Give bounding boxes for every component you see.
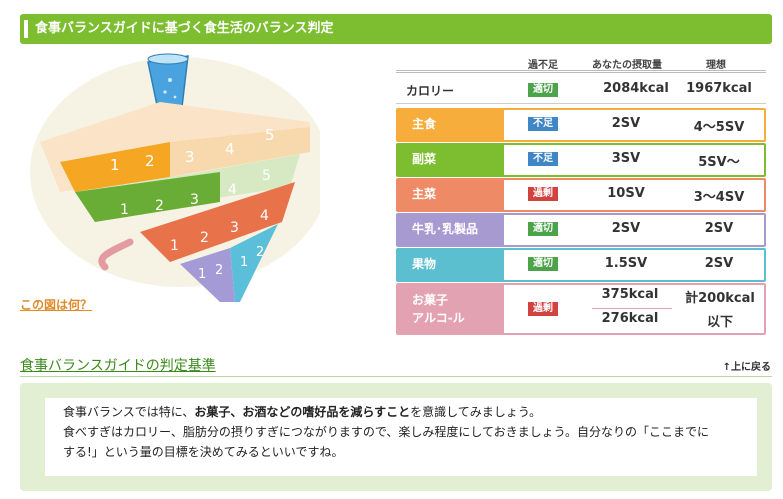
row-label: お菓子 アルコ-ル: [396, 283, 504, 335]
tier-protein: 1 2 3 4: [140, 182, 295, 262]
header-accent: [24, 20, 28, 38]
tier-vegetables-num: 3: [190, 192, 199, 208]
snack-divider: [592, 308, 672, 309]
calorie-row: カロリー 適切 2084kcal 1967kcal: [396, 78, 766, 104]
spinning-top-svg: 1 2 3 4 5 1 2 3 4 5 1 2 3 4 1: [30, 53, 320, 302]
snack-label: お菓子: [412, 293, 449, 307]
col-ideal-header: 理想: [706, 60, 726, 71]
tier-protein-num: 3: [230, 220, 239, 236]
advice-line-1: 食事バランスでは特に、お菓子、お酒などの嗜好品を減らすことを意識してみましょう。: [63, 402, 739, 422]
row-vegetables: 副菜 不足 3SV 5SV～: [396, 143, 766, 177]
tier-grains-num: 3: [185, 148, 195, 166]
advice-box: 食事バランスでは特に、お菓子、お酒などの嗜好品を減らすことを意識してみましょう。…: [20, 383, 772, 491]
status-badge: 過剰: [527, 301, 559, 317]
tier-grains-num: 4: [225, 140, 235, 158]
row-grains: 主食 不足 2SV 4～5SV: [396, 108, 766, 142]
tier-dairy-num: 1: [198, 267, 206, 282]
top-string: [98, 238, 134, 271]
tier-vegetables-num: 4: [228, 182, 237, 198]
status-badge: 適切: [527, 82, 559, 98]
tier-protein-num: 1: [170, 238, 179, 254]
arrow-up-icon: ↑: [722, 362, 731, 373]
header-divider: [396, 70, 766, 73]
tier-dairy-fruit: 1 2 1 2: [180, 224, 278, 302]
status-badge: 過剰: [527, 186, 559, 202]
row-ideal: 3～4SV: [693, 190, 745, 205]
calorie-ideal: 1967kcal: [686, 81, 752, 96]
row-label: 牛乳･乳製品: [412, 222, 479, 236]
row-label: 副菜: [412, 152, 437, 166]
status-badge: 不足: [527, 151, 559, 167]
status-badge: 不足: [527, 116, 559, 132]
calorie-label: カロリー: [406, 84, 455, 98]
snack-ideal: 計200kcal: [685, 291, 755, 306]
section-header: 食事バランスガイドに基づく食生活のバランス判定: [20, 14, 772, 44]
back-to-top-label: 上に戻る: [731, 362, 771, 373]
tier-fruit-num: 1: [240, 255, 248, 270]
tier-grains-num: 2: [145, 152, 155, 170]
row-intake: 3SV: [611, 151, 641, 166]
row-fruit: 果物 適切 1.5SV 2SV: [396, 248, 766, 282]
tier-vegetables-num: 2: [155, 198, 164, 214]
criteria-link[interactable]: 食事バランスガイドの判定基準: [20, 358, 216, 374]
row-protein: 主菜 過剰 10SV 3～4SV: [396, 178, 766, 212]
row-label: 果物: [412, 257, 437, 271]
status-badge: 適切: [527, 256, 559, 272]
status-badge: 適切: [527, 221, 559, 237]
advice-text: 食事バランスでは特に、お菓子、お酒などの嗜好品を減らすことを意識してみましょう。…: [45, 398, 757, 476]
row-ideal: 2SV: [704, 221, 734, 236]
row-intake: 1.5SV: [604, 256, 648, 271]
col-intake-header: あなたの摂取量: [592, 60, 662, 71]
row-ideal: 2SV: [704, 256, 734, 271]
alcohol-label: アルコ-ル: [412, 311, 465, 325]
row-snacks-alcohol: お菓子 アルコ-ル 過剰 375kcal 276kcal 計200kcal 以下: [396, 283, 766, 335]
advice-line-1a: 食事バランスでは特に、: [63, 405, 195, 419]
col-status-header: 過不足: [528, 60, 558, 71]
row-ideal: 5SV～: [698, 155, 740, 170]
water-glass-icon: [147, 53, 189, 111]
alcohol-intake: 276kcal: [601, 311, 659, 326]
back-to-top-link[interactable]: ↑上に戻る: [723, 358, 771, 373]
advice-emphasis: お菓子、お酒などの嗜好品を減らすこと: [194, 405, 411, 419]
snack-intake: 375kcal: [601, 287, 659, 302]
calorie-intake: 2084kcal: [603, 81, 669, 96]
advice-line-3: する!」という量の目標を決めてみるといいですね。: [63, 445, 344, 459]
tier-vegetables-num: 5: [262, 168, 271, 184]
tier-vegetables-num: 1: [120, 202, 129, 218]
advice-line-1c: を意識してみましょう。: [410, 405, 542, 419]
tier-vegetables: 1 2 3 4 5: [75, 154, 300, 222]
tier-fruit-num: 2: [256, 245, 264, 260]
row-label: 主菜: [412, 187, 437, 201]
row-intake: 2SV: [611, 116, 641, 131]
row-dairy: 牛乳･乳製品 適切 2SV 2SV: [396, 213, 766, 247]
tier-protein-num: 4: [260, 208, 269, 224]
advice-line-2: 食べすぎはカロリー、脂肪分の摂りすぎにつながりますので、楽しみ程度にしておきまし…: [63, 425, 709, 439]
section-divider: [20, 376, 772, 377]
tier-grains: 1 2 3 4 5: [40, 102, 310, 192]
snack-ideal-suffix: 以下: [706, 315, 733, 330]
row-label: 主食: [412, 117, 437, 131]
tier-grains-num: 1: [110, 156, 120, 174]
page-title: 食事バランスガイドに基づく食生活のバランス判定: [35, 21, 334, 36]
row-intake: 10SV: [607, 186, 645, 201]
tier-protein-num: 2: [200, 230, 209, 246]
balance-guide-illustration: 1 2 3 4 5 1 2 3 4 5 1 2 3 4 1: [20, 52, 320, 342]
tier-dairy-num: 2: [215, 263, 223, 278]
row-intake: 2SV: [611, 221, 641, 236]
what-is-this-link[interactable]: この図は何？: [20, 298, 93, 312]
row-ideal: 4～5SV: [693, 120, 745, 135]
tier-grains-num: 5: [265, 126, 275, 144]
